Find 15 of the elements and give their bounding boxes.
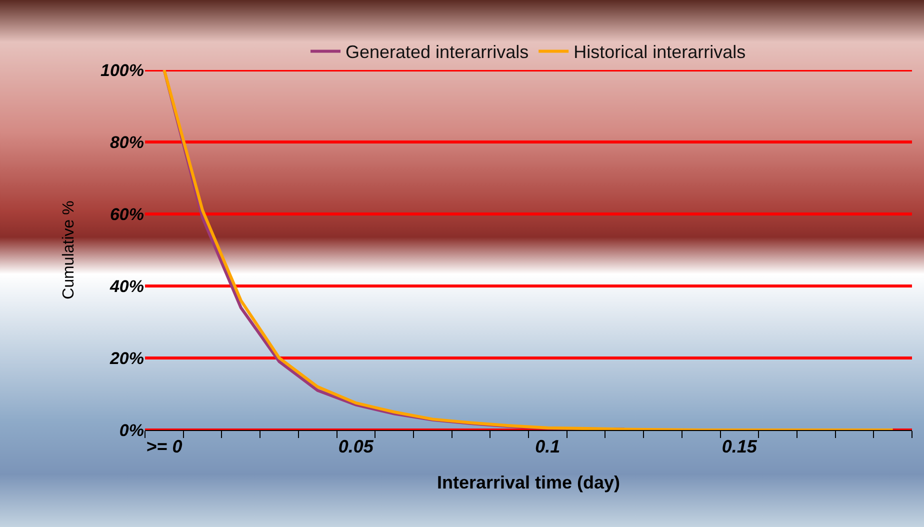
y-tick-label: 100% — [100, 60, 144, 80]
legend-label: Historical interarrivals — [574, 42, 746, 62]
x-tick-label: 0.15 — [722, 436, 758, 457]
y-tick-label: 40% — [108, 276, 144, 296]
y-tick-label: 0% — [119, 420, 144, 440]
line-series — [162, 70, 894, 430]
y-axis-title: Cumulative % — [60, 200, 78, 300]
y-tick-label: 60% — [110, 204, 144, 224]
x-tick-label: 0.05 — [338, 436, 374, 457]
y-tick-label: 80% — [110, 132, 144, 152]
x-tick-label: >= 0 — [146, 436, 182, 457]
x-tick-label: 0.1 — [535, 436, 560, 457]
legend-label: Generated interarrivals — [346, 42, 529, 62]
x-axis-title: Interarrival time (day) — [436, 472, 620, 493]
y-tick-label: 20% — [108, 348, 144, 368]
